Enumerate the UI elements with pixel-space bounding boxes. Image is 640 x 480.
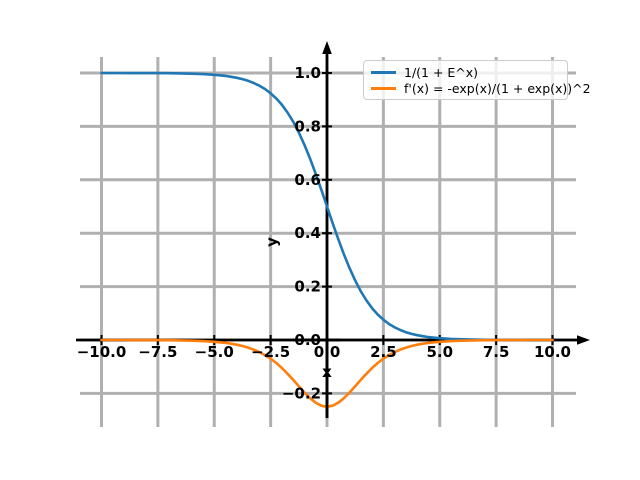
y-tick-label: 0.2 (294, 278, 321, 296)
y-tick-label: 0.8 (294, 117, 321, 135)
legend-label-series2: f'(x) = -exp(x)/(1 + exp(x))^2 (404, 81, 591, 96)
y-axis-arrow-icon (322, 41, 332, 54)
y-tick-label: 0.4 (294, 224, 321, 242)
x-tick-label: −5.0 (195, 343, 234, 361)
y-axis-label: y (263, 237, 281, 247)
x-tick-label: −10.0 (77, 343, 127, 361)
x-tick-label: −2.5 (251, 343, 290, 361)
x-tick-label: 5.0 (426, 343, 453, 361)
legend-line-sample-series1 (371, 71, 396, 74)
y-tick-label: −0.2 (282, 384, 321, 402)
legend-item: f'(x) = -exp(x)/(1 + exp(x))^2 (371, 81, 591, 96)
x-axis-arrow-icon (577, 335, 590, 345)
series-line-0 (100, 71, 554, 342)
x-tick-label: −7.5 (138, 343, 177, 361)
x-tick-label: 7.5 (483, 343, 510, 361)
legend-item: 1/(1 + E^x) (371, 65, 562, 80)
y-tick-label: 0.6 (294, 171, 321, 189)
legend-label-series1: 1/(1 + E^x) (404, 65, 479, 80)
tick-labels-layer: −10.0−7.5−5.0−2.50.02.55.07.510.0−0.20.0… (77, 64, 571, 402)
legend-line-sample-series2 (371, 87, 396, 90)
x-axis-label: x (322, 363, 332, 381)
x-tick-label: 10.0 (534, 343, 571, 361)
legend: 1/(1 + E^x) f'(x) = -exp(x)/(1 + exp(x))… (363, 60, 591, 100)
y-tick-label: 1.0 (294, 64, 321, 82)
x-tick-label: 2.5 (370, 343, 397, 361)
